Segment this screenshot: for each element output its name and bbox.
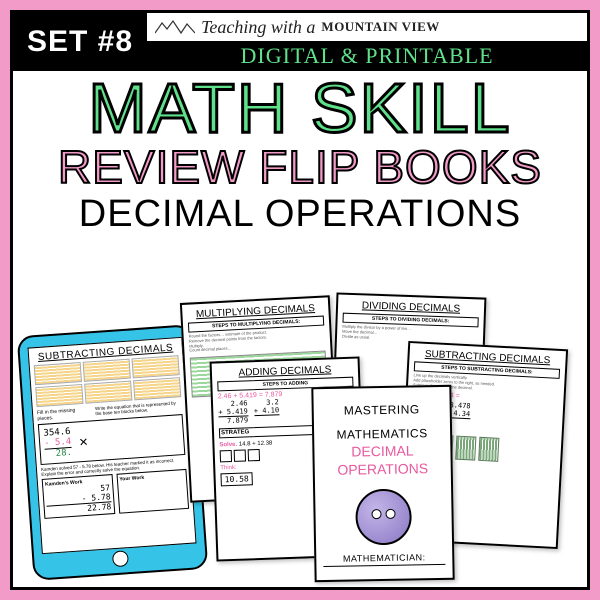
cover-line: MATHEMATICS xyxy=(319,426,445,442)
header-strip: SET #8 Teaching with a MOUNTAIN VIEW DIG… xyxy=(13,13,587,71)
set-badge: SET #8 xyxy=(13,13,147,71)
preview-area: SUBTRACTING DECIMALS Fill in the missing… xyxy=(13,277,587,587)
eq-value: 7.879 xyxy=(218,415,248,425)
cover-line: MASTERING xyxy=(319,402,445,418)
eq-value: 28. xyxy=(45,447,73,460)
work-label: Your Work xyxy=(119,472,184,482)
tablet-screen: SUBTRACTING DECIMALS Fill in the missing… xyxy=(27,337,196,554)
title-subtitle: DECIMAL OPERATIONS xyxy=(23,193,577,236)
eq-value: 14.8 + 12.38 xyxy=(239,441,273,448)
worksheet-cover: MASTERING MATHEMATICS DECIMAL OPERATIONS… xyxy=(311,385,454,582)
mountain-icon xyxy=(155,19,195,35)
solve-label: Solve. xyxy=(219,442,237,449)
title-line1: MATH SKILL xyxy=(23,73,577,143)
title-line2: REVIEW FLIP BOOKS xyxy=(23,143,577,191)
cover-topic: DECIMAL xyxy=(319,442,445,460)
inner-panel: SET #8 Teaching with a MOUNTAIN VIEW DIG… xyxy=(10,10,590,590)
instr-text: Fill in the missing pieces. xyxy=(37,406,93,422)
brand-row: Teaching with a MOUNTAIN VIEW xyxy=(147,13,587,41)
format-row: DIGITAL & PRINTABLE xyxy=(147,41,587,71)
product-cover: SET #8 Teaching with a MOUNTAIN VIEW DIG… xyxy=(0,0,600,600)
brand-name: MOUNTAIN VIEW xyxy=(321,19,439,35)
eq-value: 10.58 xyxy=(220,472,253,486)
equation-box: 354.6 - 5.4 28. ✕ xyxy=(38,414,186,465)
brand-prefix: Teaching with a xyxy=(201,17,315,38)
eq-value: + 4.10 xyxy=(254,406,280,416)
eq-value: + 5.419 xyxy=(218,407,248,416)
eq-value: - 5.4 xyxy=(44,437,72,449)
name-line: MATHEMATICIAN: xyxy=(323,552,446,567)
cover-topic: OPERATIONS xyxy=(320,460,446,478)
header-right: Teaching with a MOUNTAIN VIEW DIGITAL & … xyxy=(147,13,587,71)
planet-icon xyxy=(355,489,412,546)
title-block: MATH SKILL REVIEW FLIP BOOKS DECIMAL OPE… xyxy=(13,71,587,236)
tablet-preview: SUBTRACTING DECIMALS Fill in the missing… xyxy=(17,324,209,581)
